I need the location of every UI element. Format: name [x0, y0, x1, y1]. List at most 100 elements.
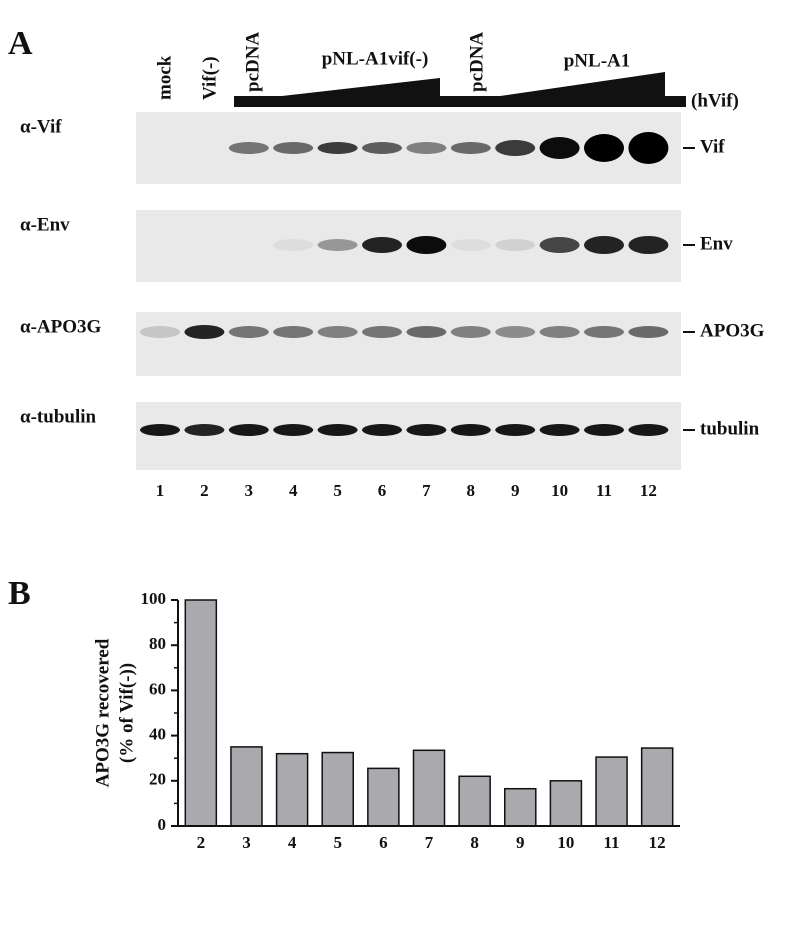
bar [640, 747, 674, 827]
y-axis-label: APO3G recovered [92, 638, 113, 787]
x-tick-label: 2 [197, 833, 206, 852]
blot-band [184, 325, 225, 339]
x-tick-label: 7 [425, 833, 434, 852]
lane-number: 11 [596, 481, 612, 500]
blot-band [273, 142, 314, 154]
x-tick-label: 8 [470, 833, 479, 852]
blot-band [628, 236, 669, 254]
blot-band [362, 326, 402, 338]
blot-band [273, 239, 314, 251]
band-label: Vif [700, 136, 725, 157]
bar [504, 787, 537, 827]
panel-label: A [8, 25, 33, 62]
lane-number: 1 [156, 481, 165, 500]
blot-band [495, 326, 536, 338]
bar [367, 767, 400, 827]
lane-number: 5 [333, 481, 342, 500]
blot-band [584, 424, 624, 436]
blot-band [184, 424, 225, 436]
hvif-label: (hVif) [691, 90, 739, 111]
blot-strip [136, 312, 681, 376]
blot-band [450, 326, 491, 338]
x-tick-label: 5 [333, 833, 342, 852]
x-tick-label: 6 [379, 833, 388, 852]
lane-header: pcDNA [466, 32, 487, 92]
x-tick-label: 12 [649, 833, 666, 852]
lane-header: pNL-A1 [564, 50, 631, 71]
bar-chart: 0 20 40 60 80 100 2 3 4 5 6 7 8 9 10 11 12 [141, 589, 680, 852]
bar [230, 746, 263, 827]
bar [595, 756, 628, 827]
lane-header: pcDNA [242, 32, 263, 92]
blots: α-Vif Vif α-Env Env α-APO3G APO3G α-tubulin tub… [20, 112, 765, 500]
bar [184, 599, 218, 827]
blot-band [628, 424, 669, 436]
blot-strip [136, 402, 681, 470]
blot-band [406, 236, 447, 254]
band-label: tubulin [700, 418, 760, 439]
blot-band [450, 239, 491, 251]
blot-band [362, 237, 402, 253]
gradient-wedge [500, 72, 665, 96]
lane-header: pNL-A1vif(-) [322, 48, 429, 69]
y-tick-label: 80 [149, 634, 166, 653]
bar [549, 780, 583, 827]
blot-band [140, 424, 180, 436]
x-tick-label: 9 [516, 833, 525, 852]
blot-band [228, 326, 269, 338]
lane-header: mock [154, 55, 175, 100]
y-tick-label: 0 [158, 815, 167, 834]
lane-number: 7 [422, 481, 431, 500]
bar [412, 749, 446, 827]
bar [321, 751, 354, 827]
blot-band [362, 142, 402, 154]
x-tick-label: 4 [288, 833, 297, 852]
y-tick-label: 60 [149, 679, 166, 698]
blot-band [628, 326, 669, 338]
y-tick-label: 40 [149, 725, 166, 744]
blot-band [273, 326, 314, 338]
lane-number: 3 [245, 481, 254, 500]
blot-band [539, 137, 580, 159]
hvif-bar [234, 96, 686, 107]
blot-band [317, 326, 358, 338]
panel-label: B [8, 575, 31, 612]
blot-band [406, 142, 447, 154]
lane-number: 6 [378, 481, 387, 500]
antibody-label: α-tubulin [20, 406, 97, 427]
blot-band [539, 326, 580, 338]
gradient-wedge [282, 78, 440, 96]
blot-band [539, 424, 580, 436]
x-tick-label: 3 [242, 833, 251, 852]
lane-number: 9 [511, 481, 520, 500]
blot-band [140, 326, 180, 338]
blot-band [628, 132, 669, 164]
blot-band [584, 134, 624, 162]
y-tick-label: 20 [149, 770, 166, 789]
lane-header: Vif(-) [199, 56, 220, 100]
blot-band [317, 424, 358, 436]
antibody-label: α-APO3G [20, 316, 102, 337]
blot-band [495, 140, 536, 156]
lane-number: 12 [640, 481, 657, 500]
blot-band [584, 326, 624, 338]
blot-band [228, 142, 269, 154]
blot-band [584, 236, 624, 254]
blot-band [495, 239, 536, 251]
band-label: Env [700, 233, 733, 254]
blot-band [228, 424, 269, 436]
blot-band [539, 237, 580, 253]
blot-band [317, 142, 358, 154]
lane-number: 4 [289, 481, 298, 500]
blot-band [362, 424, 402, 436]
blot-band [450, 424, 491, 436]
x-tick-label: 10 [557, 833, 574, 852]
lane-number: 2 [200, 481, 209, 500]
lane-number: 8 [467, 481, 476, 500]
blot-band [406, 326, 447, 338]
band-label: APO3G [700, 320, 765, 341]
y-axis-label: (% of Vif(-)) [116, 663, 137, 763]
blot-band [450, 142, 491, 154]
lane-number: 10 [551, 481, 568, 500]
